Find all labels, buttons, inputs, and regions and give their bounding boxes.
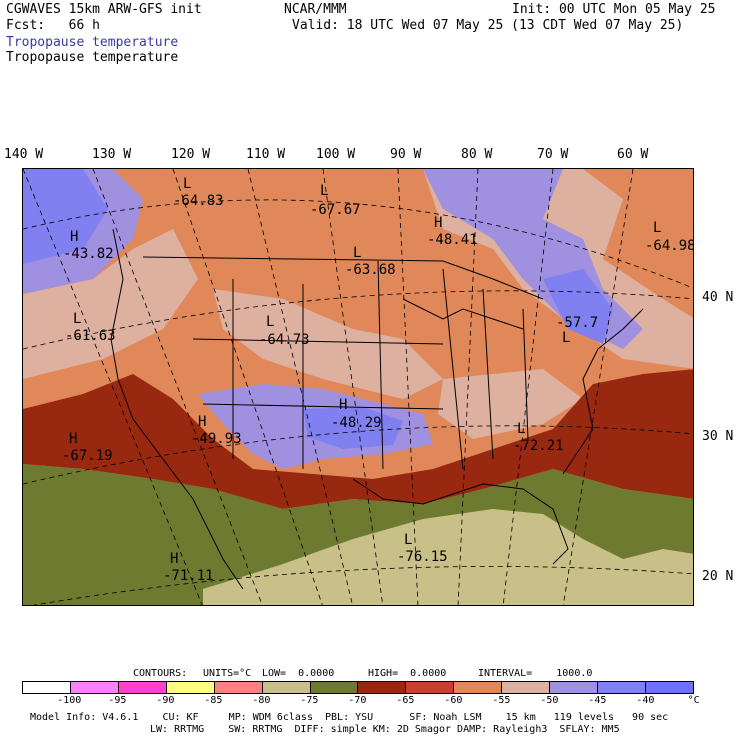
center-value-9: -57.7 — [556, 315, 599, 331]
contours-low: LOW= 0.0000 — [262, 668, 335, 679]
center-letter-9: L — [562, 330, 571, 346]
center-letter-5: H — [70, 229, 79, 245]
field-region-55-50-southeast — [438, 369, 583, 439]
lon-label-140w: 140 W — [4, 147, 44, 162]
center-value-7: -61.63 — [65, 328, 116, 344]
contours-interval: INTERVAL= 1000.0 — [478, 668, 593, 679]
graticule — [23, 169, 693, 605]
field-region-55-50-central — [213, 289, 443, 399]
field-region-45-40-nw — [23, 169, 108, 264]
colorbar-tick-1: -95 — [108, 695, 127, 706]
center-letter-8: L — [266, 314, 275, 330]
center-value-5: -43.82 — [63, 246, 114, 262]
colorbar-tick-8: -60 — [444, 695, 463, 706]
physics-info: LW: RRTMG SW: RRTMG DIFF: simple KM: 2D … — [150, 724, 620, 735]
forecast-hour: Fcst: 66 h — [6, 18, 100, 33]
colorbar-tick-6: -70 — [348, 695, 367, 706]
center-value-12: -67.19 — [62, 448, 113, 464]
temperature-map — [23, 169, 693, 605]
center-letter-10: H — [339, 397, 348, 413]
center-value-13: -72.21 — [513, 438, 564, 454]
lon-label-120w: 120 W — [171, 147, 211, 162]
lon-label-60w: 60 W — [617, 147, 649, 162]
colorbar-swatch-13 — [645, 682, 693, 693]
center-value-2: -67.67 — [310, 202, 361, 218]
model-info: Model Info: V4.6.1 CU: KF MP: WDM 6class… — [30, 712, 669, 723]
colorbar-tick-4: -80 — [252, 695, 271, 706]
center-letter-3: H — [434, 215, 443, 231]
colorbar-tick-10: -50 — [540, 695, 559, 706]
colorbar-tick-13: °C — [687, 695, 700, 706]
lat-label-20n: 20 N — [702, 569, 734, 584]
field-title-shaded: Tropopause temperature — [6, 35, 179, 50]
center-value-8: -64.73 — [259, 332, 310, 348]
field-region-55-50-west — [23, 229, 198, 379]
colorbar-swatch-5 — [262, 682, 311, 693]
colorbar-tick-9: -55 — [492, 695, 511, 706]
lon-label-100w: 100 W — [316, 147, 356, 162]
colorbar-tick-0: -100 — [57, 695, 82, 706]
boundaries — [110, 228, 644, 590]
colorbar-tick-7: -65 — [396, 695, 415, 706]
field-title: Tropopause temperature — [6, 50, 179, 65]
colorbar-tick-12: -40 — [636, 695, 655, 706]
contours-high: HIGH= 0.0000 — [368, 668, 447, 679]
center-letter-14: L — [404, 532, 413, 548]
colorbar-swatch-3 — [166, 682, 215, 693]
center-value-3: -48.41 — [427, 232, 478, 248]
map-panel: L -64.83 L -67.67 H -48.41 L -64.98 H -4… — [22, 168, 694, 606]
lon-label-110w: 110 W — [246, 147, 286, 162]
colorbar-swatch-0 — [23, 682, 71, 693]
model-title: CGWAVES 15km ARW-GFS init — [6, 2, 202, 17]
field-region-45-40-newengland — [543, 269, 613, 344]
field-region-80-75 — [203, 509, 693, 605]
center-letter-2: L — [320, 183, 329, 199]
colorbar-swatch-7 — [358, 682, 407, 693]
colorbar — [22, 681, 694, 694]
colorbar-tick-11: -45 — [588, 695, 607, 706]
colorbar-swatch-10 — [502, 682, 551, 693]
lat-label-40n: 40 N — [702, 290, 734, 305]
center-letter-12: H — [69, 431, 78, 447]
center-letter-13: L — [517, 421, 526, 437]
init-time: Init: 00 UTC Mon 05 May 25 — [512, 2, 716, 17]
colorbar-tick-2: -90 — [156, 695, 175, 706]
center-value-6: -63.68 — [345, 262, 396, 278]
lon-label-90w: 90 W — [390, 147, 422, 162]
field-region-45-40-plains — [303, 407, 403, 449]
colorbar-swatch-11 — [550, 682, 599, 693]
colorbar-swatch-12 — [598, 682, 646, 693]
lon-label-80w: 80 W — [461, 147, 493, 162]
center-value-4: -64.98 — [645, 238, 694, 254]
lat-label-30n: 30 N — [702, 429, 734, 444]
field-region-65-60 — [23, 369, 693, 509]
lon-label-130w: 130 W — [92, 147, 132, 162]
center-value-14: -76.15 — [397, 549, 448, 565]
colorbar-swatch-6 — [310, 682, 359, 693]
colorbar-tick-5: -75 — [300, 695, 319, 706]
colorbar-tick-3: -85 — [204, 695, 223, 706]
center-value-11: -49.93 — [191, 431, 242, 447]
colorbar-swatch-4 — [214, 682, 263, 693]
center-label: NCAR/MMM — [284, 2, 347, 17]
center-value-15: -71.11 — [163, 568, 214, 584]
lon-label-70w: 70 W — [537, 147, 569, 162]
colorbar-swatch-1 — [70, 682, 119, 693]
contours-units: UNITS=°C — [203, 668, 252, 679]
colorbar-swatch-9 — [454, 682, 503, 693]
center-letter-11: H — [198, 414, 207, 430]
colorbar-swatch-8 — [406, 682, 455, 693]
center-letter-1: L — [183, 176, 192, 192]
valid-time: Valid: 18 UTC Wed 07 May 25 (13 CDT Wed … — [292, 18, 684, 33]
center-letter-4: L — [653, 220, 662, 236]
center-value-10: -48.29 — [331, 415, 382, 431]
contours-label: CONTOURS: — [133, 668, 188, 679]
center-value-1: -64.83 — [173, 193, 224, 209]
center-letter-7: L — [73, 311, 82, 327]
center-letter-15: H — [170, 551, 179, 567]
colorbar-swatch-2 — [118, 682, 167, 693]
center-letter-6: L — [353, 245, 362, 261]
